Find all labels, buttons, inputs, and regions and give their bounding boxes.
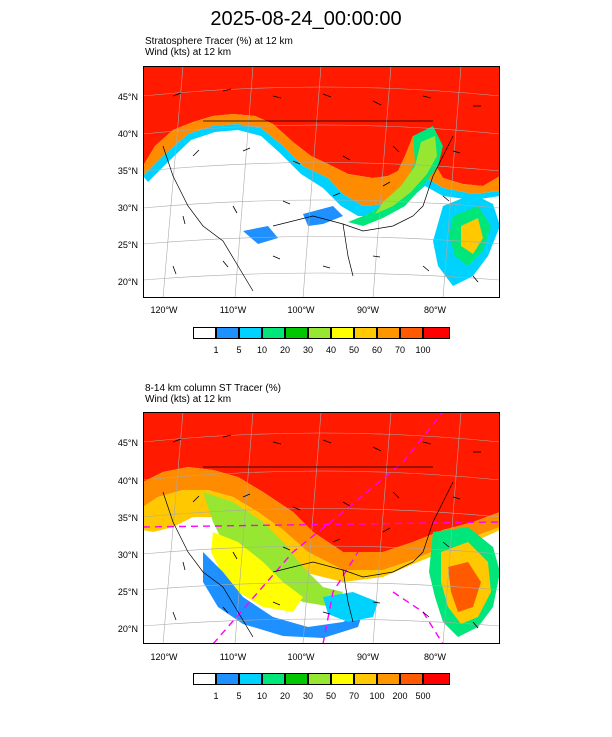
panel2-cbar-label: 50 <box>325 691 336 701</box>
panel1-cbar-label: 40 <box>325 345 336 355</box>
panel1-map-svg <box>143 66 500 298</box>
panel2-cbar-box <box>285 673 308 685</box>
panel1-cbar-box <box>308 327 331 339</box>
panel2-map <box>143 412 500 644</box>
panel2-label-line2: Wind (kts) at 12 km <box>145 394 232 405</box>
panel1-cbar-box <box>262 327 285 339</box>
panel1-cbar-box <box>285 327 308 339</box>
panel1-label: Stratosphere Tracer (%) at 12 km Wind (k… <box>145 36 293 58</box>
panel2-cbar-label: 100 <box>369 691 385 701</box>
panel2-cbar-box <box>216 673 239 685</box>
panel2-cbar-label: 10 <box>256 691 267 701</box>
panel2-cbar-box <box>400 673 423 685</box>
panel2-lon-90: 90°W <box>356 652 380 662</box>
panel1-cbar-box <box>216 327 239 339</box>
panel2-lat-20: 20°N <box>117 624 138 634</box>
panel1-label-line1: Stratosphere Tracer (%) at 12 km <box>145 36 293 47</box>
panel1-cbar-label: 30 <box>302 345 313 355</box>
panel2-cbar-label: 200 <box>392 691 408 701</box>
panel1-lon-100: 100°W <box>287 305 315 315</box>
panel1-cbar-label: 100 <box>415 345 431 355</box>
panel1-lon-80: 80°W <box>423 305 447 315</box>
panel1-cbar-label: 5 <box>236 345 242 355</box>
panel1-cbar-box <box>377 327 400 339</box>
panel1-cbar-box <box>354 327 377 339</box>
panel2-lon-80: 80°W <box>423 652 447 662</box>
panel1-cbar-box <box>239 327 262 339</box>
panel2-map-svg <box>143 412 500 644</box>
panel2-cbar-box <box>331 673 354 685</box>
panel2-lon-100: 100°W <box>287 652 315 662</box>
panel1-lat-20: 20°N <box>117 277 138 287</box>
panel2-lon-120: 120°W <box>150 652 178 662</box>
panel2-cbar-box <box>423 673 450 685</box>
panel2-cbar-label: 20 <box>279 691 290 701</box>
panel1-lat-45: 45°N <box>117 92 138 102</box>
panel1-cbar-label: 1 <box>213 345 219 355</box>
page-title: 2025-08-24_00:00:00 <box>210 8 402 30</box>
panel1-lon-120: 120°W <box>150 305 178 315</box>
panel1-cbar-box <box>193 327 216 339</box>
panel1-lat-35: 35°N <box>117 166 138 176</box>
panel1-lon-90: 90°W <box>356 305 380 315</box>
panel1-map <box>143 66 500 298</box>
panel2-lat-45: 45°N <box>117 438 138 448</box>
panel2-cbar-box <box>239 673 262 685</box>
panel2-cbar-label: 5 <box>236 691 242 701</box>
panel2-lat-30: 30°N <box>117 550 138 560</box>
panel1-lon-110: 110°W <box>219 305 247 315</box>
panel1-cbar-box <box>400 327 423 339</box>
panel2-cbar-label: 70 <box>348 691 359 701</box>
panel2-cbar-label: 500 <box>415 691 431 701</box>
panel1-lat-40: 40°N <box>117 129 138 139</box>
panel1-lat-30: 30°N <box>117 203 138 213</box>
panel1-lat-25: 25°N <box>117 240 138 250</box>
panel2-lat-35: 35°N <box>117 513 138 523</box>
panel2-label: 8-14 km column ST Tracer (%) Wind (kts) … <box>145 383 281 405</box>
panel1-cbar-label: 20 <box>279 345 290 355</box>
panel1-cbar-label: 60 <box>371 345 382 355</box>
panel1-cbar-box <box>423 327 450 339</box>
panel1-cbar-label: 10 <box>256 345 267 355</box>
panel2-cbar-box <box>354 673 377 685</box>
panel2-label-line1: 8-14 km column ST Tracer (%) <box>145 383 281 394</box>
panel2-lat-25: 25°N <box>117 587 138 597</box>
panel2-cbar-label: 1 <box>213 691 219 701</box>
panel1-label-line2: Wind (kts) at 12 km <box>145 47 232 58</box>
panel2-cbar-box <box>308 673 331 685</box>
panel2-cbar-label: 30 <box>302 691 313 701</box>
panel1-cbar-label: 50 <box>348 345 359 355</box>
panel2-cbar-box <box>377 673 400 685</box>
panel2-cbar-box <box>262 673 285 685</box>
panel1-cbar-label: 70 <box>394 345 405 355</box>
panel2-cbar-box <box>193 673 216 685</box>
panel1-cbar-box <box>331 327 354 339</box>
panel2-lat-40: 40°N <box>117 476 138 486</box>
panel2-lon-110: 110°W <box>219 652 247 662</box>
